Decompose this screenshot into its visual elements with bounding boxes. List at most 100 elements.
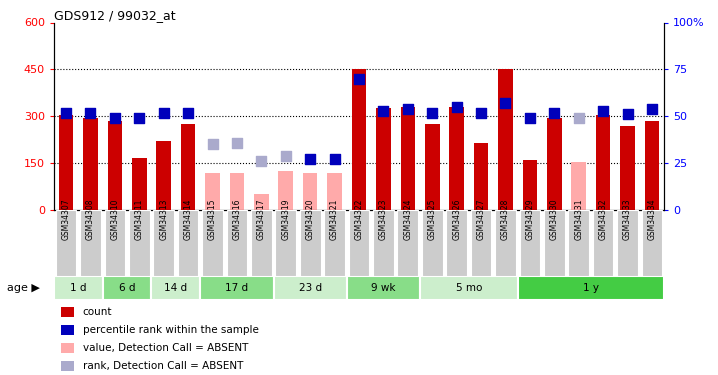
Text: GSM34310: GSM34310 [111, 198, 119, 240]
Bar [251, 210, 271, 276]
Text: count: count [83, 307, 112, 317]
Text: 1 d: 1 d [70, 283, 86, 293]
Bar [132, 158, 146, 210]
Text: 5 mo: 5 mo [456, 283, 482, 293]
Point [426, 110, 438, 116]
Point [475, 110, 487, 116]
Bar [54, 276, 103, 300]
Text: GSM34308: GSM34308 [86, 198, 95, 240]
Text: GSM34320: GSM34320 [306, 198, 314, 240]
Bar [620, 126, 635, 210]
Bar [303, 172, 317, 210]
Text: GSM34332: GSM34332 [599, 198, 607, 240]
Text: GSM34323: GSM34323 [379, 198, 388, 240]
Point [646, 106, 658, 112]
Bar [422, 210, 442, 276]
Point [524, 115, 536, 121]
Bar [181, 124, 195, 210]
Text: age ▶: age ▶ [7, 283, 40, 293]
Point [231, 140, 243, 146]
Text: GSM34325: GSM34325 [428, 198, 437, 240]
Text: GSM34324: GSM34324 [404, 198, 412, 240]
Text: 9 wk: 9 wk [371, 283, 396, 293]
Text: GDS912 / 99032_at: GDS912 / 99032_at [54, 9, 175, 22]
Bar [200, 276, 274, 300]
Text: GSM34317: GSM34317 [257, 198, 266, 240]
Bar [572, 162, 586, 210]
Bar [495, 210, 516, 276]
Text: GSM34315: GSM34315 [208, 198, 217, 240]
Bar [157, 141, 171, 210]
Text: GSM34307: GSM34307 [62, 198, 70, 240]
Bar [547, 118, 561, 210]
Bar [376, 108, 391, 210]
Bar [352, 69, 366, 210]
Bar [474, 143, 488, 210]
Text: GSM34333: GSM34333 [623, 198, 632, 240]
Bar [347, 276, 420, 300]
Point [207, 141, 218, 147]
Point [451, 104, 462, 110]
Point [329, 156, 340, 162]
Bar [373, 210, 393, 276]
Point [304, 156, 316, 162]
Bar [569, 210, 589, 276]
Text: GSM34322: GSM34322 [355, 198, 363, 240]
Bar [544, 210, 564, 276]
Bar [447, 210, 467, 276]
Text: GSM34319: GSM34319 [281, 198, 290, 240]
Point [109, 115, 121, 121]
Point [500, 100, 511, 106]
Bar [129, 210, 149, 276]
Text: 6 d: 6 d [119, 283, 135, 293]
Point [182, 110, 194, 116]
Bar [205, 172, 220, 210]
Bar [518, 276, 664, 300]
Text: GSM34326: GSM34326 [452, 198, 461, 240]
Bar [254, 194, 269, 210]
Bar [471, 210, 491, 276]
Bar [520, 210, 540, 276]
Bar [327, 172, 342, 210]
Bar [59, 115, 73, 210]
Text: 17 d: 17 d [225, 283, 248, 293]
Point [280, 153, 292, 159]
Bar [151, 276, 200, 300]
Bar [202, 210, 223, 276]
Point [158, 110, 169, 116]
Text: GSM34311: GSM34311 [135, 198, 144, 240]
Text: GSM34316: GSM34316 [233, 198, 241, 240]
Text: GSM34331: GSM34331 [574, 198, 583, 240]
Bar [645, 121, 659, 210]
Point [256, 158, 267, 164]
Bar [274, 276, 347, 300]
Bar [279, 171, 293, 210]
Text: GSM34327: GSM34327 [477, 198, 485, 240]
Text: 1 y: 1 y [583, 283, 599, 293]
Text: GSM34328: GSM34328 [501, 198, 510, 240]
Point [134, 115, 145, 121]
Bar [593, 210, 613, 276]
Bar [596, 115, 610, 210]
Bar [523, 160, 537, 210]
Point [597, 108, 609, 114]
Bar [498, 69, 513, 210]
Point [378, 108, 389, 114]
Bar [83, 118, 98, 210]
Point [353, 76, 365, 82]
Text: GSM34330: GSM34330 [550, 198, 559, 240]
Bar [230, 172, 244, 210]
Text: GSM34314: GSM34314 [184, 198, 192, 240]
Text: value, Detection Call = ABSENT: value, Detection Call = ABSENT [83, 343, 248, 353]
Point [622, 111, 633, 117]
Bar [227, 210, 247, 276]
Text: GSM34321: GSM34321 [330, 198, 339, 240]
Point [402, 106, 414, 112]
Bar [349, 210, 369, 276]
Bar [449, 107, 464, 210]
Point [60, 110, 72, 116]
Bar [108, 121, 122, 210]
Bar [420, 276, 518, 300]
Bar [80, 210, 101, 276]
Bar [276, 210, 296, 276]
